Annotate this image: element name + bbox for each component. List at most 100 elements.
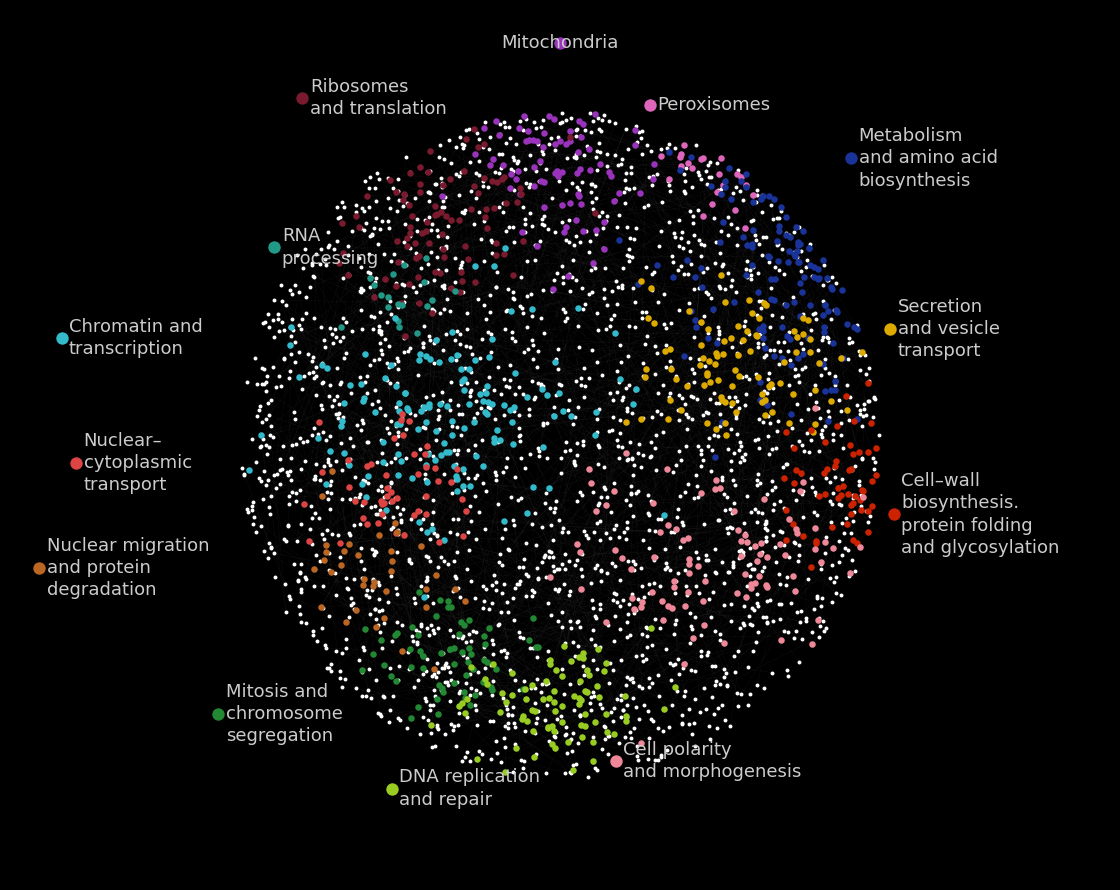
Point — [324, 336, 342, 351]
Point — [793, 487, 811, 501]
Point — [671, 539, 689, 554]
Point — [773, 204, 791, 218]
Point — [413, 340, 431, 354]
Point — [420, 236, 438, 250]
Point — [669, 502, 687, 516]
Point — [498, 303, 516, 317]
Point — [418, 651, 436, 666]
Point — [623, 587, 641, 601]
Point — [628, 135, 646, 150]
Point — [444, 428, 461, 442]
Point — [586, 206, 604, 220]
Point — [395, 187, 413, 201]
Point — [736, 526, 754, 540]
Point — [351, 487, 368, 501]
Point — [569, 187, 587, 201]
Point — [533, 217, 551, 231]
Point — [788, 397, 806, 411]
Point — [280, 490, 298, 504]
Point — [517, 692, 535, 707]
Point — [812, 557, 830, 571]
Point — [762, 271, 780, 286]
Point — [483, 345, 501, 360]
Point — [736, 221, 754, 235]
Point — [851, 363, 869, 377]
Point — [433, 682, 451, 696]
Point — [576, 124, 594, 138]
Point — [367, 194, 385, 208]
Point — [487, 583, 505, 597]
Point — [582, 703, 600, 717]
Point — [687, 578, 704, 593]
Point — [432, 172, 450, 186]
Point — [806, 383, 824, 397]
Point — [371, 305, 389, 320]
Point — [711, 280, 729, 295]
Point — [403, 634, 421, 648]
Point — [474, 332, 492, 346]
Point — [355, 223, 373, 238]
Point — [692, 237, 710, 251]
Point — [790, 352, 808, 366]
Point — [791, 434, 809, 449]
Point — [335, 544, 353, 558]
Point — [461, 688, 479, 702]
Point — [529, 137, 547, 151]
Point — [691, 705, 709, 719]
Point — [743, 240, 760, 255]
Point — [618, 698, 636, 712]
Point — [409, 296, 427, 311]
Point — [720, 501, 738, 515]
Point — [750, 311, 768, 325]
Point — [419, 165, 437, 179]
Point — [791, 309, 809, 323]
Point — [688, 138, 706, 152]
Point — [407, 246, 424, 260]
Point — [310, 473, 328, 487]
Point — [558, 183, 576, 198]
Point — [670, 413, 688, 427]
Point — [729, 644, 747, 659]
Point — [456, 750, 474, 765]
Point — [799, 331, 816, 345]
Point — [393, 428, 411, 442]
Point — [365, 544, 383, 558]
Point — [337, 615, 355, 629]
Point — [355, 204, 373, 218]
Point — [821, 335, 839, 349]
Point — [517, 589, 535, 603]
Point — [399, 645, 417, 659]
Point — [389, 354, 407, 368]
Point — [260, 441, 278, 455]
Point — [680, 295, 698, 310]
Point — [262, 489, 280, 503]
Point — [780, 378, 797, 392]
Point — [840, 463, 858, 477]
Point — [587, 227, 605, 241]
Point — [571, 692, 589, 707]
Point — [321, 657, 339, 671]
Point — [622, 480, 640, 494]
Point — [419, 620, 437, 635]
Point — [794, 342, 812, 356]
Point — [330, 376, 348, 391]
Point — [454, 629, 472, 643]
Point — [568, 374, 586, 388]
Point — [610, 599, 628, 613]
Point — [645, 753, 663, 767]
Point — [533, 677, 551, 692]
Point — [408, 250, 426, 264]
Point — [698, 405, 716, 419]
Point — [467, 190, 485, 205]
Point — [783, 407, 801, 421]
Point — [766, 481, 784, 495]
Point — [277, 577, 295, 591]
Point — [468, 468, 486, 482]
Point — [463, 647, 480, 661]
Point — [292, 586, 310, 600]
Point — [575, 361, 592, 376]
Point — [562, 620, 580, 635]
Point — [822, 393, 840, 408]
Point — [418, 572, 436, 587]
Point — [544, 400, 562, 415]
